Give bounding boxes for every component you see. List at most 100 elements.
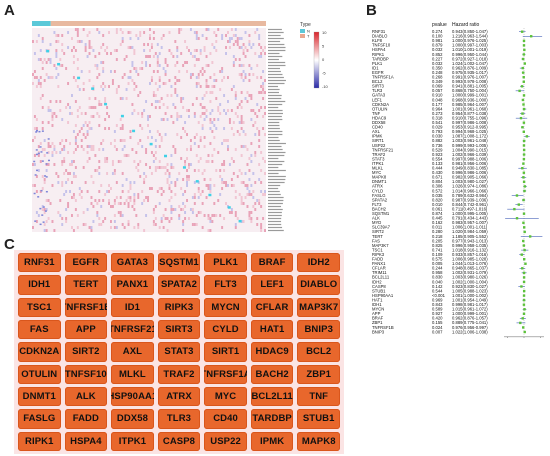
- forest-row: SPATA2 0.820 0.987(0.939-1.036): [372, 197, 526, 202]
- forest-hr-text: 1.000(0.976-1.025): [452, 38, 488, 43]
- forest-point: [521, 167, 524, 170]
- forest-point: [523, 230, 526, 234]
- gene-tile-itpk1: ITPK1: [111, 431, 154, 451]
- forest-pvalue: 0.874: [432, 211, 443, 216]
- type-bar-normal: [32, 21, 51, 26]
- forest-gene-label: MAP3K7: [372, 243, 389, 248]
- forest-point: [518, 89, 521, 93]
- forest-gene-label: BACH2: [372, 206, 387, 211]
- forest-gene-label: TERT: [372, 234, 383, 239]
- forest-point: [519, 116, 523, 120]
- gene-tile-mlkl: MLKL: [111, 364, 154, 384]
- forest-gene-label: FLT3: [372, 202, 382, 207]
- forest-hr-text: 0.949(0.830-1.085): [452, 166, 488, 171]
- heatmap-color-scale: 10 5 0 -5 -10: [313, 30, 329, 89]
- forest-row: IPMK 0.030 1.087(1.008-1.172): [372, 134, 530, 139]
- forest-row: CDKN2A 0.177 0.985(0.964-1.007): [372, 102, 525, 107]
- forest-gene-label: TNFRSF21: [372, 147, 394, 152]
- forest-hr-text: 1.001(1.000-1.002): [452, 293, 488, 298]
- forest-point: [523, 308, 526, 311]
- forest-hr-text: 0.953(0.912-0.995): [452, 125, 488, 130]
- forest-hr-text: 1.000(0.997-1.003): [452, 43, 488, 48]
- gene-tile-braf: BRAF: [250, 253, 294, 273]
- heatmap-legend: Type N T: [300, 22, 311, 39]
- forest-point: [530, 35, 533, 38]
- forest-pvalue: 0.248: [432, 70, 443, 75]
- forest-point: [522, 176, 525, 179]
- forest-gene-label: SLC39A7: [372, 225, 391, 230]
- forest-row: STAT3 0.554 0.997(0.988-1.006): [372, 156, 526, 161]
- forest-hr-text: 1.022(1.006-1.038): [452, 329, 488, 334]
- forest-row: IDH2 0.040 1.002(1.000-1.004): [372, 279, 526, 284]
- forest-gene-label: RIPK3: [372, 252, 385, 257]
- forest-row: BCL2L11 0.830 1.003(0.980-1.026): [372, 275, 526, 280]
- forest-pvalue: 0.142: [432, 284, 443, 289]
- forest-gene-label: DNMT1: [372, 179, 387, 184]
- forest-row: APP 0.927 1.000(0.999-1.001): [372, 311, 526, 316]
- forest-pvalue: 0.227: [432, 56, 443, 61]
- forest-point: [522, 198, 525, 202]
- forest-row: HDAC9 0.318 0.910(0.755-1.096): [372, 115, 528, 120]
- color-scale-label: -5: [322, 71, 326, 76]
- forest-pvalue: 0.007: [432, 329, 443, 334]
- forest-hr-text: 0.948(0.865-1.037): [452, 266, 488, 271]
- forest-gene-label: CDKN2A: [372, 102, 389, 107]
- heatmap-legend-title: Type: [300, 22, 311, 28]
- forest-gene-label: FASLG: [372, 193, 386, 198]
- forest-gene-label: DIABLO: [372, 34, 388, 39]
- forest-pvalue: 0.069: [432, 84, 443, 89]
- legend-label-t: T: [307, 34, 310, 39]
- forest-hr-text: 0.997(0.986-1.008): [452, 120, 488, 125]
- forest-pvalue: 0.350: [432, 65, 443, 70]
- forest-point: [522, 130, 525, 133]
- forest-pvalue: 0.280: [432, 229, 443, 234]
- forest-hr-text: 1.000(0.999-1.001): [452, 311, 488, 316]
- forest-hr-text: 0.962(0.876-1.009): [452, 65, 488, 70]
- color-scale-label: 0: [322, 57, 325, 62]
- forest-gene-label: BRAF: [372, 316, 384, 321]
- forest-row: LEF1 0.048 0.968(0.936-1.000): [372, 97, 525, 102]
- gene-tile-ipmk: IPMK: [250, 431, 294, 451]
- forest-row: BCL2 0.349 0.993(0.978-1.008): [372, 79, 525, 84]
- forest-point: [524, 262, 527, 265]
- forest-gene-label: ATRX: [372, 184, 383, 189]
- forest-hr-text: 1.018(0.916-1.132): [452, 247, 488, 252]
- forest-pvalue: 0.032: [432, 47, 443, 52]
- forest-point: [522, 294, 526, 297]
- forest-pvalue: 0.882: [432, 138, 443, 143]
- forest-gene-label: SIRT3: [372, 84, 384, 89]
- forest-hr-text: 1.002(1.000-1.004): [452, 279, 488, 284]
- forest-hr-text: 0.983(0.957-1.007): [452, 220, 488, 225]
- gene-tile-tnfrsf21: TNFRSF21: [111, 320, 154, 340]
- forest-row: GATA3 0.910 1.000(0.999-1.001): [372, 93, 526, 98]
- gene-tile-fas: FAS: [18, 320, 61, 340]
- forest-point: [521, 126, 524, 129]
- forest-hr-text: 1.005(0.988-1.023): [452, 288, 488, 293]
- forest-pvalue: 0.741: [432, 247, 443, 252]
- forest-gene-label: SIRT1: [372, 138, 384, 143]
- forest-point: [520, 85, 524, 88]
- forest-point: [521, 267, 524, 270]
- forest-axis: 0.51.01.5Hazard ratio: [504, 336, 544, 338]
- forest-hr-text: 0.981(0.956-1.006): [452, 161, 488, 166]
- gene-tile-id1: ID1: [111, 297, 154, 317]
- forest-pvalue: 0.205: [432, 238, 443, 243]
- forest-gene-label: OTULIN: [372, 106, 387, 111]
- forest-pvalue: 0.804: [432, 179, 443, 184]
- forest-pvalue: 0.830: [432, 275, 443, 280]
- forest-plot: pvalue Hazard ratio RNF31 0.274 0.943(0.85…: [372, 22, 544, 338]
- forest-row: MAP3K7 0.825 0.996(0.958-1.035): [372, 243, 526, 248]
- gene-tile-idh1: IDH1: [18, 275, 61, 295]
- gene-tile-ripk3: RIPK3: [157, 297, 201, 317]
- forest-row: SIRT1 0.882 1.003(0.961-1.048): [372, 138, 526, 143]
- forest-pvalue: 0.671: [432, 175, 443, 180]
- gene-tile-sirt3: SIRT3: [157, 320, 201, 340]
- forest-pvalue: 0.575: [432, 257, 443, 262]
- forest-row: TNFRSF1B 0.024 0.976(0.956-0.997): [372, 325, 525, 330]
- forest-row: KLF8 0.981 1.000(0.976-1.025): [372, 38, 526, 43]
- forest-plot-panel: pvalue Hazard ratio RNF31 0.274 0.943(0.85…: [372, 20, 550, 338]
- forest-row: RNF31 0.274 0.943(0.850-1.047): [372, 29, 526, 34]
- forest-hr-text: 0.789(0.632-0.984): [452, 193, 488, 198]
- forest-gene-label: PLK1: [372, 61, 383, 66]
- forest-hr-text: 1.006(0.985-1.028): [452, 257, 488, 262]
